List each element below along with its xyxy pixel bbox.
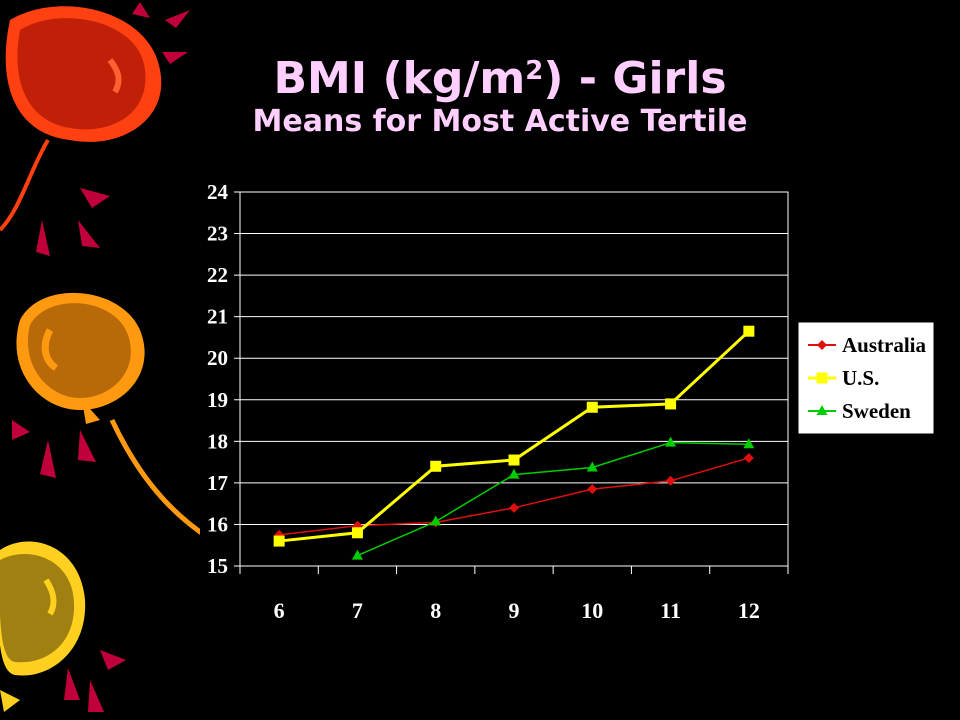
point-australia-6: [274, 529, 285, 540]
point-sweden-11: [665, 436, 677, 447]
title-suffix: ) - Girls: [543, 53, 727, 104]
point-sweden-8: [430, 515, 442, 526]
x-tick-label-12: 12: [738, 598, 760, 623]
point-us-8: [430, 460, 442, 472]
y-tick-label-17: 17: [207, 471, 228, 495]
point-australia-12: [743, 452, 754, 463]
point-us-6: [273, 535, 285, 547]
point-us-11: [665, 398, 677, 410]
x-tick-label-8: 8: [430, 598, 441, 623]
y-tick-label-15: 15: [207, 554, 228, 578]
y-tick-label-22: 22: [207, 263, 228, 287]
point-sweden-9: [508, 468, 520, 479]
legend-label-sweden: Sweden: [842, 399, 911, 423]
y-tick-label-23: 23: [207, 222, 228, 246]
point-us-10: [586, 401, 598, 413]
legend-marker-australia: [817, 340, 827, 350]
x-tick-label-10: 10: [581, 598, 603, 623]
y-tick-label-19: 19: [207, 388, 228, 412]
chart-title: BMI (kg/m2) - Girls: [140, 54, 860, 104]
chart-subtitle: Means for Most Active Tertile: [252, 104, 748, 139]
point-australia-11: [665, 475, 676, 486]
y-tick-label-18: 18: [207, 429, 228, 453]
y-tick-label-21: 21: [207, 305, 228, 329]
line-chart: 15 16 17 18 19 20 21 22 23 24 6 7 8 9 10 11 12 Australia U…: [207, 180, 935, 623]
point-australia-10: [587, 484, 598, 495]
point-australia-9: [509, 502, 519, 513]
x-tick-label-6: 6: [274, 598, 285, 623]
point-sweden-12: [743, 438, 755, 449]
y-tick-label-20: 20: [207, 346, 228, 370]
x-tick-label-7: 7: [352, 598, 363, 623]
series-line-sweden: [357, 441, 749, 557]
point-us-12: [743, 325, 755, 337]
legend-marker-sweden: [816, 405, 828, 415]
balloon-decoration: [0, 2, 200, 712]
legend-marker-us: [816, 372, 828, 384]
legend-label-us: U.S.: [842, 366, 879, 390]
x-tick-label-9: 9: [509, 598, 520, 623]
legend-label-australia: Australia: [842, 333, 927, 357]
x-tick-label-11: 11: [660, 598, 681, 623]
title-superscript: 2: [525, 56, 544, 86]
slide-title: BMI (kg/m2) - Girls Means for Most Activ…: [140, 54, 860, 140]
point-us-9: [508, 454, 520, 466]
point-sweden-7: [351, 549, 363, 560]
point-us-7: [351, 527, 363, 539]
point-sweden-10: [586, 461, 598, 472]
title-prefix: BMI (kg/m: [273, 53, 526, 104]
chart-area: 15 16 17 18 19 20 21 22 23 24 6 7 8 9 10 11 12 Australia U…: [190, 180, 950, 640]
y-tick-label-24: 24: [207, 180, 229, 204]
y-tick-label-16: 16: [207, 512, 228, 536]
